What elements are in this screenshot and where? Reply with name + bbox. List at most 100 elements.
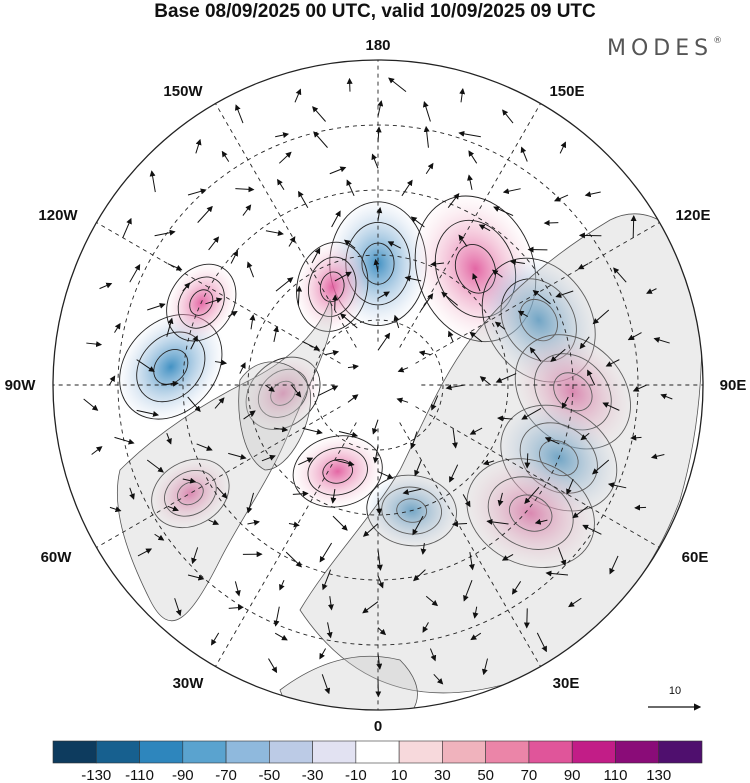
wind-arrow (154, 533, 165, 541)
wind-arrow (502, 188, 521, 195)
wind-arrow (572, 505, 589, 519)
wind-arrow (650, 453, 665, 460)
wind-arrow (375, 126, 382, 143)
wind-arrow (294, 88, 302, 103)
wind-arrow (214, 359, 228, 366)
wind-arrow (83, 398, 99, 411)
wind-arrow (330, 489, 337, 504)
lon-label-90e: 90E (720, 377, 747, 394)
wind-arrow (423, 125, 430, 148)
contour-line (319, 271, 345, 303)
contour-line (151, 458, 230, 529)
wind-arrow (377, 100, 384, 117)
colorbar-tick-label: -130 (81, 767, 111, 783)
meridian-line (215, 422, 357, 667)
colorbar-tick-label: 110 (604, 767, 628, 783)
wind-arrow (339, 313, 358, 329)
colorbar-tick-label: -90 (172, 767, 194, 783)
wind-arrow (447, 330, 454, 342)
wind-arrow (277, 178, 285, 191)
wind-arrow (278, 151, 292, 164)
colorbar-swatch (269, 740, 313, 764)
wind-arrow (580, 432, 590, 441)
contour-line (296, 241, 369, 332)
wind-arrow (420, 293, 434, 311)
wind-arrow (468, 552, 475, 571)
colorbar-swatch (442, 740, 486, 764)
meridian-line (96, 406, 341, 548)
landmasses (116, 213, 703, 710)
wind-arrow (376, 549, 383, 571)
wind-arrow (377, 332, 391, 351)
colorbar-tick-label: 90 (564, 767, 581, 783)
wind-arrow (331, 210, 341, 228)
wind-arrow (468, 150, 478, 164)
contour-line (177, 276, 225, 329)
map-disc (53, 60, 703, 710)
wind-arrow (587, 369, 596, 386)
wind-arrow (469, 331, 483, 343)
lon-label-150e: 150E (549, 83, 584, 100)
wind-arrow (334, 459, 355, 467)
wind-arrow (91, 446, 103, 455)
wind-arrow (544, 437, 560, 445)
wind-arrow (230, 250, 238, 264)
wind-arrow (447, 193, 460, 209)
wind-arrow (247, 519, 260, 526)
wind-arrow (577, 263, 589, 270)
wind-arrow (451, 520, 468, 527)
wind-arrow (216, 486, 228, 499)
wind-arrow (497, 492, 504, 507)
wind-arrow (376, 497, 383, 515)
colorbar-tick-label: -110 (125, 767, 154, 783)
wind-arrow (520, 146, 528, 162)
meridian-line (96, 222, 341, 364)
wind-arrow (129, 487, 135, 500)
wind-arrow (338, 430, 359, 438)
wind-arrow (332, 515, 348, 531)
latitude-circle (182, 189, 574, 581)
wind-arrow (343, 239, 356, 249)
lon-label-120e: 120E (675, 207, 710, 224)
lon-label-60e: 60E (682, 549, 709, 566)
land-greenland (238, 361, 312, 471)
wind-arrow (425, 595, 439, 607)
wind-arrow (325, 349, 340, 356)
wind-arrow (534, 518, 548, 525)
wind-vectors (83, 77, 673, 698)
wind-arrow (462, 494, 471, 508)
wind-arrow (246, 261, 255, 278)
wind-arrow (494, 321, 506, 330)
wind-arrow (511, 581, 522, 595)
anomaly-blob (294, 239, 371, 335)
wind-arrow (482, 459, 495, 466)
wind-arrow (373, 258, 380, 273)
meridian-line (399, 422, 541, 667)
wind-arrow (174, 598, 182, 617)
land-north-america (116, 298, 333, 622)
wind-arrow (388, 77, 407, 93)
wind-arrow (167, 505, 179, 512)
wind-arrow (161, 380, 179, 387)
wind-arrow (568, 597, 582, 608)
wind-arrow (458, 234, 468, 247)
wind-arrow (275, 277, 294, 292)
wind-arrow (441, 291, 458, 306)
wind-arrow (591, 459, 610, 475)
colorbar-tick-label: 130 (646, 767, 671, 783)
contour-line (189, 289, 214, 316)
wind-arrow (481, 658, 489, 676)
wind-arrow (285, 551, 302, 568)
wind-arrow (467, 174, 473, 190)
wind-arrow (493, 206, 514, 217)
wind-arrow (167, 263, 183, 271)
wind-arrow (410, 431, 418, 450)
wind-arrow (235, 104, 244, 124)
wind-arrow (414, 459, 422, 477)
wind-arrow (191, 547, 199, 565)
wind-arrow (627, 332, 642, 341)
wind-arrow (275, 132, 290, 139)
wind-arrow (452, 428, 458, 449)
wind-arrow (136, 359, 155, 372)
lon-label-30e: 30E (553, 675, 580, 692)
